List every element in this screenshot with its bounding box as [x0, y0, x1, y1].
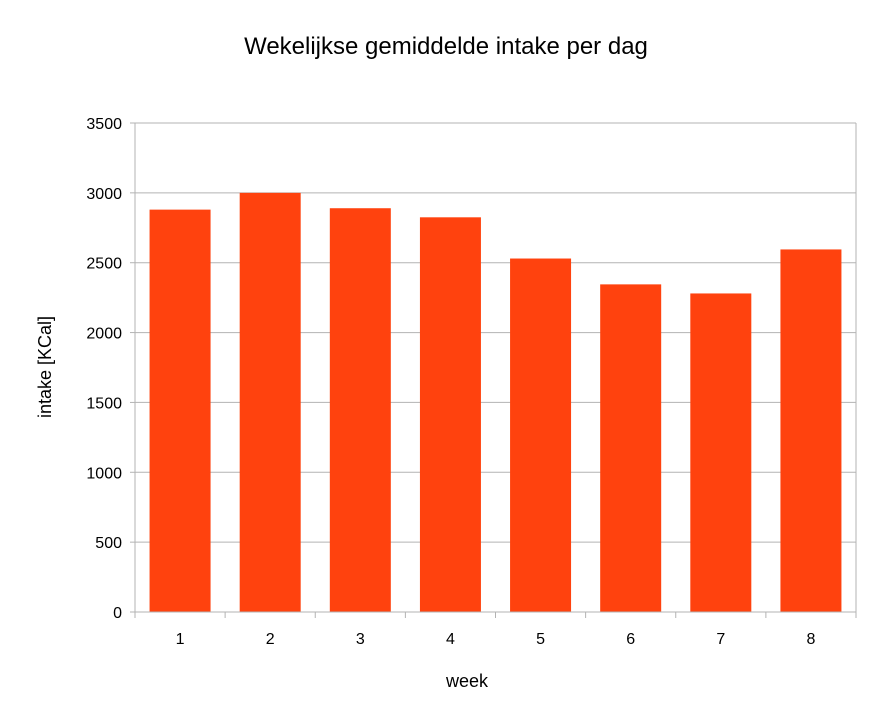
y-tick-label: 1000 [86, 465, 122, 482]
x-axis-label: week [445, 671, 489, 691]
bar-week-8 [780, 249, 842, 613]
x-tick-label: 8 [806, 631, 815, 648]
y-tick-label: 2500 [86, 256, 122, 273]
bar-week-2 [239, 192, 301, 612]
y-axis-label: intake [KCal] [35, 316, 55, 418]
y-tick-label: 500 [95, 535, 122, 552]
y-tick-label: 0 [113, 605, 122, 622]
chart-title: Wekelijkse gemiddelde intake per dag [244, 33, 648, 60]
y-tick-label: 3000 [86, 186, 122, 203]
x-tick-label: 5 [536, 631, 545, 648]
x-tick-label: 3 [356, 631, 365, 648]
y-tick-label: 3500 [86, 116, 122, 133]
x-tick-label: 1 [176, 631, 185, 648]
bar-week-4 [419, 217, 481, 613]
x-tick-label: 7 [716, 631, 725, 648]
bar-week-5 [510, 258, 572, 612]
x-tick-label: 4 [446, 631, 455, 648]
y-tick-label: 2000 [86, 326, 122, 343]
x-tick-label: 2 [266, 631, 275, 648]
bar-week-3 [329, 208, 391, 612]
bar-week-1 [149, 209, 211, 612]
bar-week-6 [600, 284, 662, 612]
bar-week-7 [690, 293, 752, 612]
x-tick-label: 6 [626, 631, 635, 648]
y-tick-label: 1500 [86, 395, 122, 412]
